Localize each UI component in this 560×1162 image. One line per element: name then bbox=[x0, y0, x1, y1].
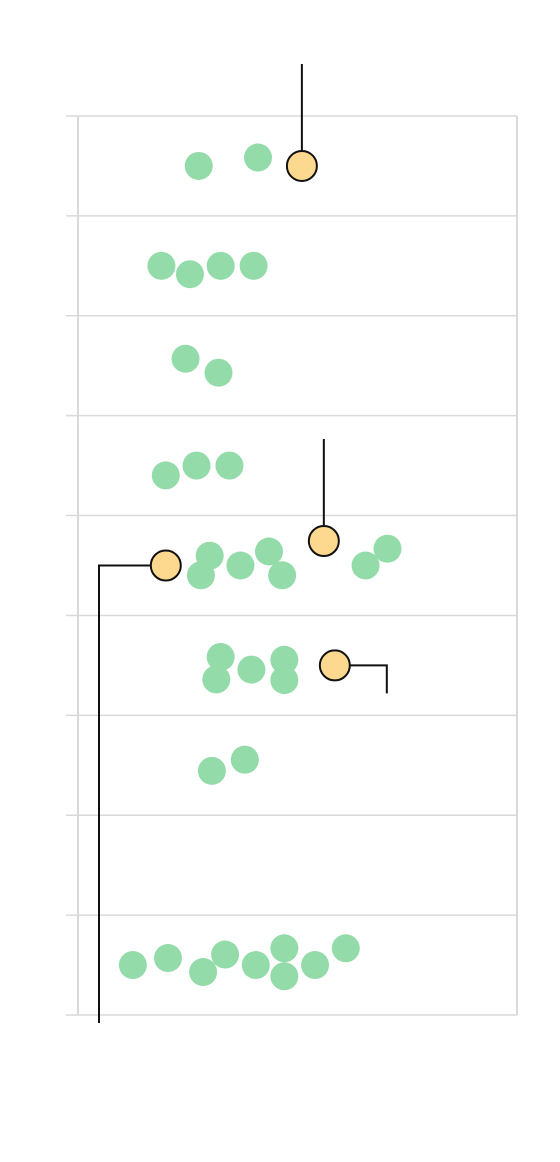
highlight-point bbox=[285, 149, 318, 182]
data-point bbox=[118, 951, 147, 980]
data-point bbox=[206, 251, 235, 280]
data-point bbox=[241, 951, 270, 980]
callout-line bbox=[98, 564, 152, 1023]
data-point bbox=[202, 665, 231, 694]
data-point bbox=[215, 451, 244, 480]
data-point bbox=[175, 260, 204, 289]
data-point bbox=[182, 451, 211, 480]
data-point bbox=[237, 655, 266, 684]
data-point bbox=[153, 944, 182, 973]
highlight-point bbox=[149, 549, 182, 582]
data-point bbox=[270, 962, 299, 991]
data-point bbox=[254, 537, 283, 566]
data-point bbox=[270, 645, 299, 674]
data-point bbox=[204, 358, 233, 387]
data-point bbox=[243, 143, 272, 172]
data-point bbox=[270, 934, 299, 963]
callout-layer bbox=[98, 63, 388, 1023]
data-point bbox=[189, 958, 218, 987]
data-point bbox=[301, 951, 330, 980]
highlight-point bbox=[307, 525, 340, 557]
data-point bbox=[197, 756, 226, 785]
point-layer bbox=[118, 143, 402, 991]
data-point bbox=[351, 551, 380, 580]
data-point bbox=[151, 461, 180, 490]
data-point bbox=[230, 745, 259, 774]
data-point bbox=[331, 934, 360, 963]
data-point bbox=[268, 561, 297, 590]
callout-line bbox=[348, 664, 388, 694]
data-point bbox=[226, 551, 255, 580]
data-point bbox=[239, 251, 268, 280]
data-point bbox=[373, 534, 402, 563]
data-point bbox=[186, 561, 215, 590]
data-point bbox=[171, 344, 200, 373]
data-point bbox=[184, 151, 213, 180]
grid-layer bbox=[66, 115, 518, 1016]
data-point bbox=[211, 940, 240, 969]
data-point bbox=[147, 251, 176, 280]
data-point bbox=[270, 666, 299, 695]
highlight-point bbox=[318, 649, 351, 682]
data-point bbox=[206, 642, 235, 671]
